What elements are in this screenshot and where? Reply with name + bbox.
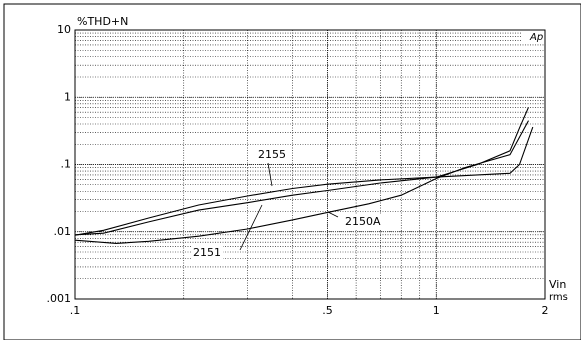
frame bbox=[3, 3, 581, 340]
y-tick-label: .01 bbox=[54, 225, 72, 238]
y-tick-label: 10 bbox=[57, 23, 71, 36]
x-tick-label: 1 bbox=[433, 304, 440, 317]
y-axis-label: %THD+N bbox=[77, 15, 128, 28]
series-label: 2155 bbox=[258, 148, 286, 161]
series-label: 2150A bbox=[345, 215, 381, 228]
y-tick-label: .001 bbox=[47, 292, 72, 305]
series-label: 2151 bbox=[193, 246, 221, 259]
x-tick-label: 2 bbox=[542, 304, 549, 317]
x-axis-unit: rms bbox=[549, 292, 568, 303]
y-tick-label: 1 bbox=[64, 90, 71, 103]
label-bg bbox=[343, 215, 382, 229]
leader-line bbox=[267, 162, 273, 187]
series-line bbox=[74, 120, 529, 244]
x-axis-label: Vin bbox=[549, 278, 566, 291]
label-bg bbox=[256, 148, 288, 162]
x-tick-label: .5 bbox=[322, 304, 333, 317]
series-line bbox=[74, 107, 530, 236]
leader-line bbox=[327, 211, 339, 218]
y-tick-label: .1 bbox=[61, 158, 72, 171]
label-bg bbox=[191, 246, 223, 260]
x-tick-label: .1 bbox=[70, 304, 81, 317]
logo: Ap bbox=[529, 32, 543, 43]
logo-bg bbox=[522, 31, 544, 42]
series-line bbox=[74, 126, 534, 236]
leader-line bbox=[239, 204, 263, 251]
